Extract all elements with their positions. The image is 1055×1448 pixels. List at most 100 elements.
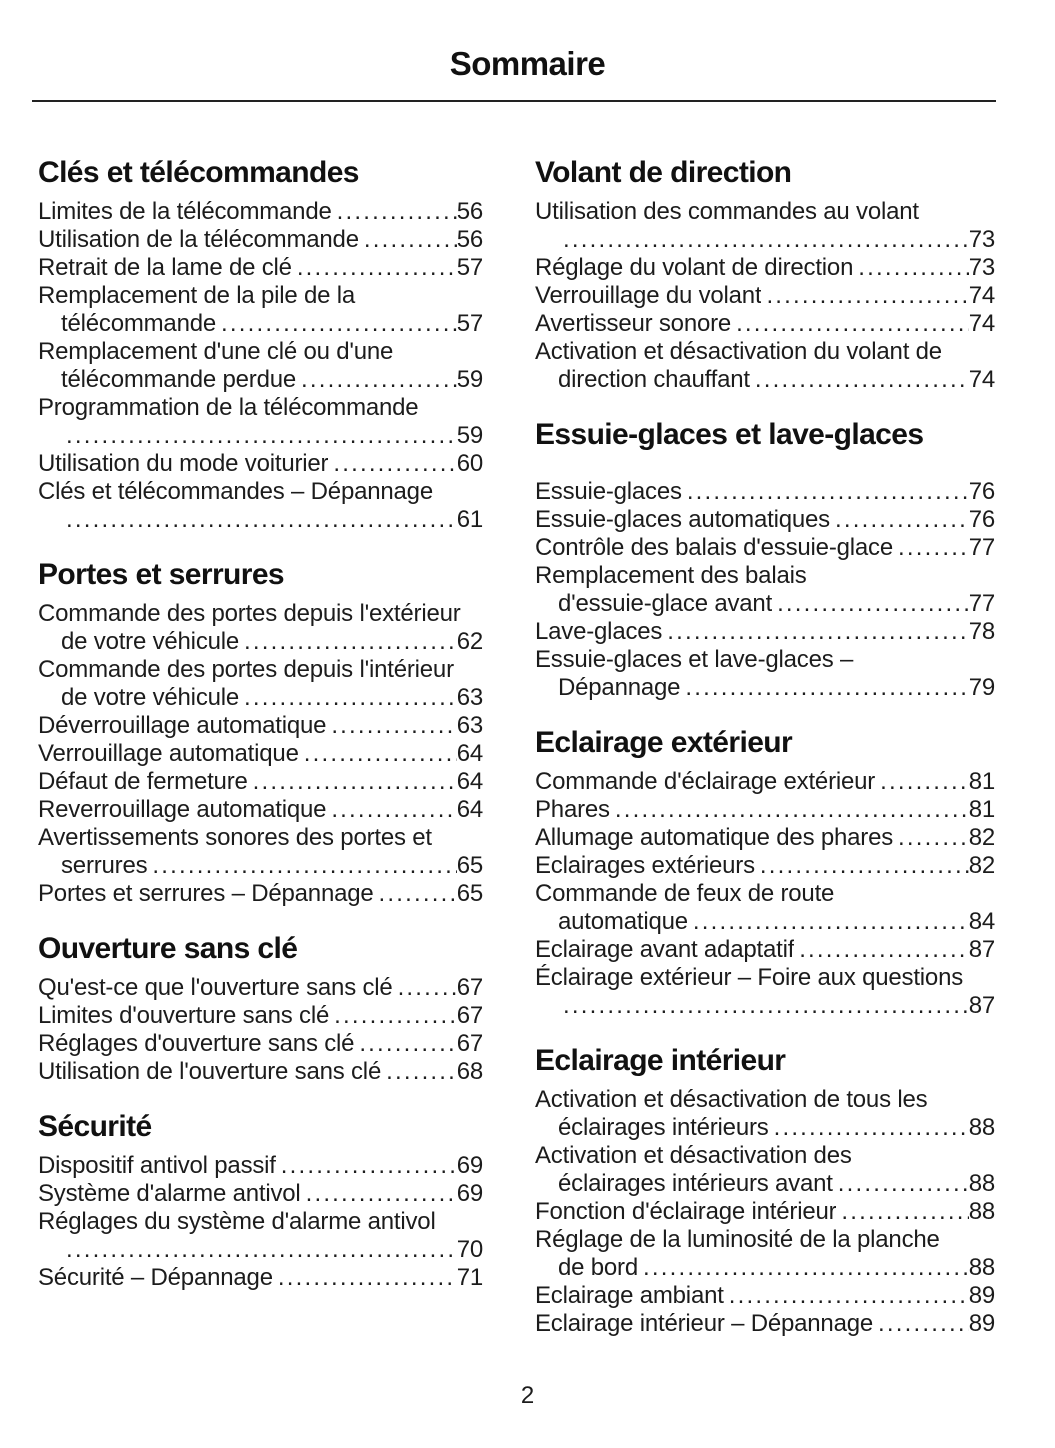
toc-entry: Activation et désactivation de tous les é… bbox=[535, 1086, 995, 1142]
entry-title: éclairages intérieurs bbox=[558, 1114, 769, 1141]
entry-page-number: 74 bbox=[968, 282, 995, 309]
dot-leader bbox=[830, 506, 969, 534]
toc-entry: Réglage du volant de direction 73 bbox=[535, 254, 995, 282]
toc-entry: Essuie-glaces et lave-glaces –Dépannage 7… bbox=[535, 646, 995, 702]
dot-leader bbox=[761, 282, 968, 310]
dot-leader bbox=[875, 768, 969, 796]
section-heading: Clés et télécommandes bbox=[38, 156, 359, 189]
toc-entry: Phares 81 bbox=[535, 796, 995, 824]
toc-entry: Verrouillage du volant 74 bbox=[535, 282, 995, 310]
entry-page-number: 65 bbox=[456, 880, 483, 907]
entry-title-line: Remplacement des balais bbox=[535, 562, 807, 589]
entry-page-number: 64 bbox=[456, 740, 483, 767]
entry-page-number: 82 bbox=[968, 824, 995, 851]
entry-page-number: 88 bbox=[968, 1114, 995, 1141]
entry-title: Fonction d'éclairage intérieur bbox=[535, 1198, 837, 1225]
dot-leader bbox=[769, 1114, 969, 1142]
entry-page-number: 56 bbox=[456, 226, 483, 253]
entry-page-number: 61 bbox=[456, 506, 483, 533]
dot-leader bbox=[893, 534, 969, 562]
entry-title: Limites de la télécommande bbox=[38, 198, 332, 225]
toc-entry: Commande des portes depuis l'intérieur de… bbox=[38, 656, 483, 712]
dot-leader bbox=[610, 796, 969, 824]
toc-entry: Remplacement des balais d'essuie-glace av… bbox=[535, 562, 995, 618]
toc-entry: Eclairage intérieur – Dépannage 89 bbox=[535, 1310, 995, 1338]
dot-leader bbox=[688, 908, 969, 936]
entry-title: Essuie-glaces bbox=[535, 478, 682, 505]
entry-title-line: Programmation de la télécommande bbox=[38, 394, 419, 421]
toc-entry: Retrait de la lame de clé 57 bbox=[38, 254, 483, 282]
entry-page-number: 65 bbox=[456, 852, 483, 879]
toc-entry: Réglages d'ouverture sans clé 67 bbox=[38, 1030, 483, 1058]
entry-page-number: 89 bbox=[968, 1282, 995, 1309]
entry-page-number: 76 bbox=[968, 506, 995, 533]
dot-leader bbox=[326, 796, 456, 824]
dot-leader bbox=[147, 852, 456, 880]
entry-page-number: 57 bbox=[456, 254, 483, 281]
toc-entry: Avertisseur sonore 74 bbox=[535, 310, 995, 338]
entry-title: Eclairage intérieur – Dépannage bbox=[535, 1310, 874, 1337]
dot-leader bbox=[836, 1198, 968, 1226]
entry-page-number: 88 bbox=[968, 1170, 995, 1197]
dot-leader bbox=[724, 1282, 969, 1310]
entry-title: Eclairage ambiant bbox=[535, 1282, 724, 1309]
toc-entry: Eclairages extérieurs 82 bbox=[535, 852, 995, 880]
dot-leader bbox=[301, 1180, 457, 1208]
dot-leader bbox=[558, 226, 969, 254]
dot-leader bbox=[61, 506, 457, 534]
dot-leader bbox=[558, 992, 969, 1020]
entry-page-number: 69 bbox=[456, 1152, 483, 1179]
entry-page-number: 67 bbox=[456, 974, 483, 1001]
entry-title: direction chauffant bbox=[558, 366, 750, 393]
entry-page-number: 79 bbox=[968, 674, 995, 701]
toc-entry: Verrouillage automatique 64 bbox=[38, 740, 483, 768]
dot-leader bbox=[239, 628, 457, 656]
toc-entry: Qu'est-ce que l'ouverture sans clé 67 bbox=[38, 974, 483, 1002]
toc-entry: Remplacement de la pile de la télécommand… bbox=[38, 282, 483, 338]
section-heading: Portes et serrures bbox=[38, 558, 285, 591]
entry-title: Réglage du volant de direction bbox=[535, 254, 854, 281]
toc-entry: Essuie-glaces 76 bbox=[535, 478, 995, 506]
toc-section: Volant de direction Utilisation des comma… bbox=[535, 156, 995, 394]
toc-entry: Allumage automatique des phares 82 bbox=[535, 824, 995, 852]
toc-entry: Activation et désactivation du volant de… bbox=[535, 338, 995, 394]
entry-title: de votre véhicule bbox=[61, 628, 240, 655]
dot-leader bbox=[292, 254, 457, 282]
entry-page-number: 70 bbox=[456, 1236, 483, 1263]
entry-page-number: 74 bbox=[968, 310, 995, 337]
entry-title-line: Commande des portes depuis l'intérieur bbox=[38, 656, 454, 683]
dot-leader bbox=[354, 1030, 456, 1058]
entry-page-number: 77 bbox=[968, 590, 995, 617]
dot-leader bbox=[299, 740, 457, 768]
dot-leader bbox=[682, 478, 969, 506]
entry-title: Utilisation de la télécommande bbox=[38, 226, 359, 253]
toc-section: Portes et serrures Commande des portes de… bbox=[38, 558, 483, 908]
entry-title-line: Avertissements sonores des portes et bbox=[38, 824, 432, 851]
toc-entry: Fonction d'éclairage intérieur 88 bbox=[535, 1198, 995, 1226]
entry-title: de votre véhicule bbox=[61, 684, 240, 711]
toc-entry: Reverrouillage automatique 64 bbox=[38, 796, 483, 824]
toc-entry: Utilisation des commandes au volant 73 bbox=[535, 198, 995, 254]
dot-leader bbox=[61, 422, 457, 450]
entry-page-number: 57 bbox=[456, 310, 483, 337]
toc-section: Clés et télécommandes Limites de la téléc… bbox=[38, 156, 483, 534]
dot-leader bbox=[772, 590, 969, 618]
entry-title-line: Essuie-glaces et lave-glaces – bbox=[535, 646, 854, 673]
toc-section: Eclairage intérieur Activation et désacti… bbox=[535, 1044, 995, 1338]
dot-leader bbox=[833, 1170, 969, 1198]
entry-title: Système d'alarme antivol bbox=[38, 1180, 301, 1207]
toc-columns: Clés et télécommandes Limites de la téléc… bbox=[0, 156, 1055, 1338]
dot-leader bbox=[893, 824, 969, 852]
entry-page-number: 78 bbox=[968, 618, 995, 645]
toc-entry: Système d'alarme antivol 69 bbox=[38, 1180, 483, 1208]
entry-title-line: Éclairage extérieur – Foire aux question… bbox=[535, 964, 964, 991]
entry-title: Retrait de la lame de clé bbox=[38, 254, 292, 281]
entry-page-number: 84 bbox=[968, 908, 995, 935]
toc-entry: Limites d'ouverture sans clé 67 bbox=[38, 1002, 483, 1030]
dot-leader bbox=[296, 366, 457, 394]
entry-title: Dépannage bbox=[558, 674, 681, 701]
dot-leader bbox=[873, 1310, 969, 1338]
entry-title: Limites d'ouverture sans clé bbox=[38, 1002, 330, 1029]
entry-title-line: Réglage de la luminosité de la planche bbox=[535, 1226, 940, 1253]
